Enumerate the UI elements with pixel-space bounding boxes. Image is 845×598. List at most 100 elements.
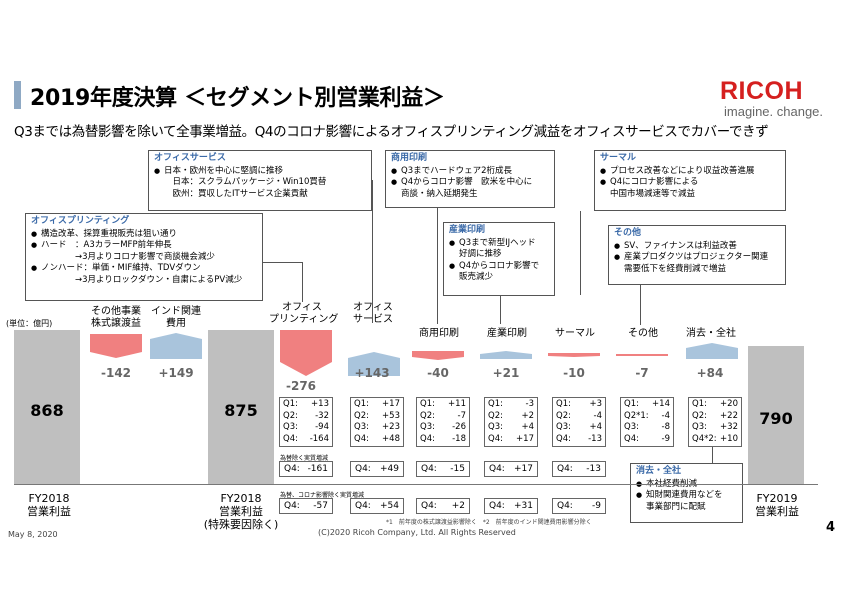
quarter-row: Q1: +20 [692, 399, 738, 411]
quarter-row: Q1: +17 [354, 399, 400, 411]
slide-subtitle: Q3までは為替影響を除いて全事業増益。Q4のコロナ影響によるオフィスプリンティン… [14, 124, 769, 140]
quarter-value: -13 [588, 433, 602, 444]
quarter-label: Q1: [420, 399, 435, 409]
connector-line [640, 285, 641, 325]
bar-fy2018 [14, 330, 80, 484]
quarter-value: -7 [457, 410, 466, 421]
quarter-row: Q3: +32 [692, 422, 738, 434]
segment-label: 消去・全社 [686, 328, 736, 339]
callout-line: 事業部門に配賦 [646, 501, 706, 512]
quarter-value: +10 [720, 433, 738, 444]
quarter-row: Q2: -4 [556, 411, 602, 423]
callout-other: その他 SV、ファイナンスは利益改善産業プロダクツはプロジェクター関連需要低下を経… [608, 225, 786, 285]
segment-delta: +84 [696, 366, 724, 380]
quarter-row: Q3: -94 [283, 422, 329, 434]
q4-value: -9 [592, 501, 601, 511]
quarter-label: Q4*2: [692, 433, 717, 444]
q4-label: Q4: [355, 501, 371, 511]
callout-line: ノンハード：単価・MIF維持、TDVダウン [31, 263, 257, 275]
q4-label: Q4: [489, 464, 505, 474]
connector-line [437, 208, 438, 324]
quarter-value: +20 [720, 399, 738, 409]
segment-quarter-box: Q1: +13 Q2: -32 Q3: -94 Q4: -164 [279, 397, 333, 447]
baseline [14, 484, 818, 485]
quarter-label: Q3: [692, 422, 707, 432]
quarter-label: Q3: [420, 422, 435, 432]
q4-value: +2 [451, 501, 465, 511]
quarter-row: Q3: +23 [354, 422, 400, 434]
segment-quarter-box: Q1: +20 Q2: +22 Q3: +32 Q4*2: +10 [688, 397, 742, 447]
segment-label: その他 [628, 328, 658, 339]
callout-title: その他 [614, 228, 642, 238]
callout-line: Q3まで新型IJヘッド [449, 238, 549, 250]
callout-line: ハード ：A3カラーMFP前年伸長 [31, 240, 257, 252]
segment-label: 産業印刷 [487, 328, 527, 339]
quarter-value: +17 [516, 433, 534, 444]
segment-label: オフィス サービス [353, 302, 393, 325]
quarter-label: Q4: [556, 433, 571, 444]
bar-segment-corporate [686, 343, 738, 359]
quarter-value: +2 [521, 410, 534, 421]
callout-line: 中国市場減速等で減益 [610, 188, 696, 199]
quarter-label: Q1: [556, 399, 571, 409]
quarter-row: Q4: -9 [624, 434, 670, 446]
segment-quarter-box: Q1: +11 Q2: -7 Q3: -26 Q4: -18 [416, 397, 470, 447]
callout-line: Q3までハードウェア2桁成長 [391, 166, 549, 178]
callout-title: 商用印刷 [391, 153, 428, 163]
quarter-row: Q3: -26 [420, 422, 466, 434]
quarter-row: Q4: -13 [556, 434, 602, 446]
quarter-label: Q4: [283, 433, 298, 444]
segment-q4fx-box: Q4: +49 [350, 461, 404, 477]
quarter-value: -4 [593, 410, 602, 421]
quarter-label: Q4: [624, 433, 639, 444]
quarter-value: -94 [315, 422, 329, 432]
quarter-row: Q2: -32 [283, 411, 329, 423]
bar-other-business-label: その他事業 株式譲渡益 [91, 306, 141, 329]
q4-label: Q4: [489, 501, 505, 511]
quarter-row: Q2*1: -4 [624, 411, 670, 423]
footer-date: May 8, 2020 [8, 530, 58, 539]
quarter-row: Q2: +53 [354, 411, 400, 423]
q4-value: +31 [514, 501, 533, 511]
bar-other-business-delta: -142 [100, 366, 132, 380]
bar-fy2019 [748, 346, 804, 484]
quarter-row: Q4: -18 [420, 434, 466, 446]
quarter-row: Q1: -3 [488, 399, 534, 411]
segment-label: オフィス プリンティング [269, 302, 339, 325]
callout-office-printing: オフィスプリンティング構造改革、採算重視販売は狙い通りハード ：A3カラーMFP… [25, 213, 263, 301]
quarter-row: Q4: +48 [354, 434, 400, 446]
quarter-row: Q1: +14 [624, 399, 670, 411]
segment-delta: -7 [635, 366, 649, 380]
page-number: 4 [826, 520, 836, 535]
bar-other-business [90, 334, 142, 358]
footnotes: *1 前年度の株式譲渡益影響除く *2 前年度のインド関連費用影響分除く [386, 519, 592, 526]
bar-segment-office-printing [280, 330, 332, 376]
q4-label: Q4: [557, 464, 573, 474]
segment-delta: -10 [563, 366, 585, 380]
quarter-value: +53 [382, 410, 400, 421]
unit-label: (単位：億円) [6, 319, 53, 328]
segment-q4fx-box: Q4: +17 [484, 461, 538, 477]
bar-india-delta: +149 [158, 366, 194, 380]
title-accent-bar [14, 81, 21, 109]
quarter-label: Q1: [283, 399, 298, 409]
callout-line: 商談・納入延期発生 [401, 188, 478, 199]
footer-copyright: (C)2020 Ricoh Company, Ltd. All Rights R… [318, 528, 516, 537]
row-label-corona: 為替、コロナ影響除く実質増減 [280, 492, 365, 499]
quarter-label: Q4: [420, 433, 435, 444]
segment-q4corona-box: Q4: +54 [350, 498, 404, 514]
connector-line [263, 262, 303, 263]
q4-value: -13 [586, 464, 601, 474]
quarter-value: +4 [589, 422, 602, 432]
segment-q4fx-box: Q4: -15 [416, 461, 470, 477]
segment-q4corona-box: Q4: +31 [484, 498, 538, 514]
callout-line: 日本：スクラムパッケージ・Win10買替 [164, 177, 327, 187]
bar-fy2018-value: 868 [30, 401, 64, 420]
segment-quarter-box: Q1: +17 Q2: +53 Q3: +23 Q4: +48 [350, 397, 404, 447]
bar-india [150, 333, 202, 359]
quarter-row: Q4: +17 [488, 434, 534, 446]
quarter-value: -26 [452, 422, 466, 432]
callout-line: 知財関連費用などを [636, 490, 737, 502]
callout-office-services: オフィスサービス日本・欧州を中心に堅調に推移 日本：スクラムパッケージ・Win1… [148, 150, 372, 211]
segment-q4corona-box: Q4: +2 [416, 498, 470, 514]
